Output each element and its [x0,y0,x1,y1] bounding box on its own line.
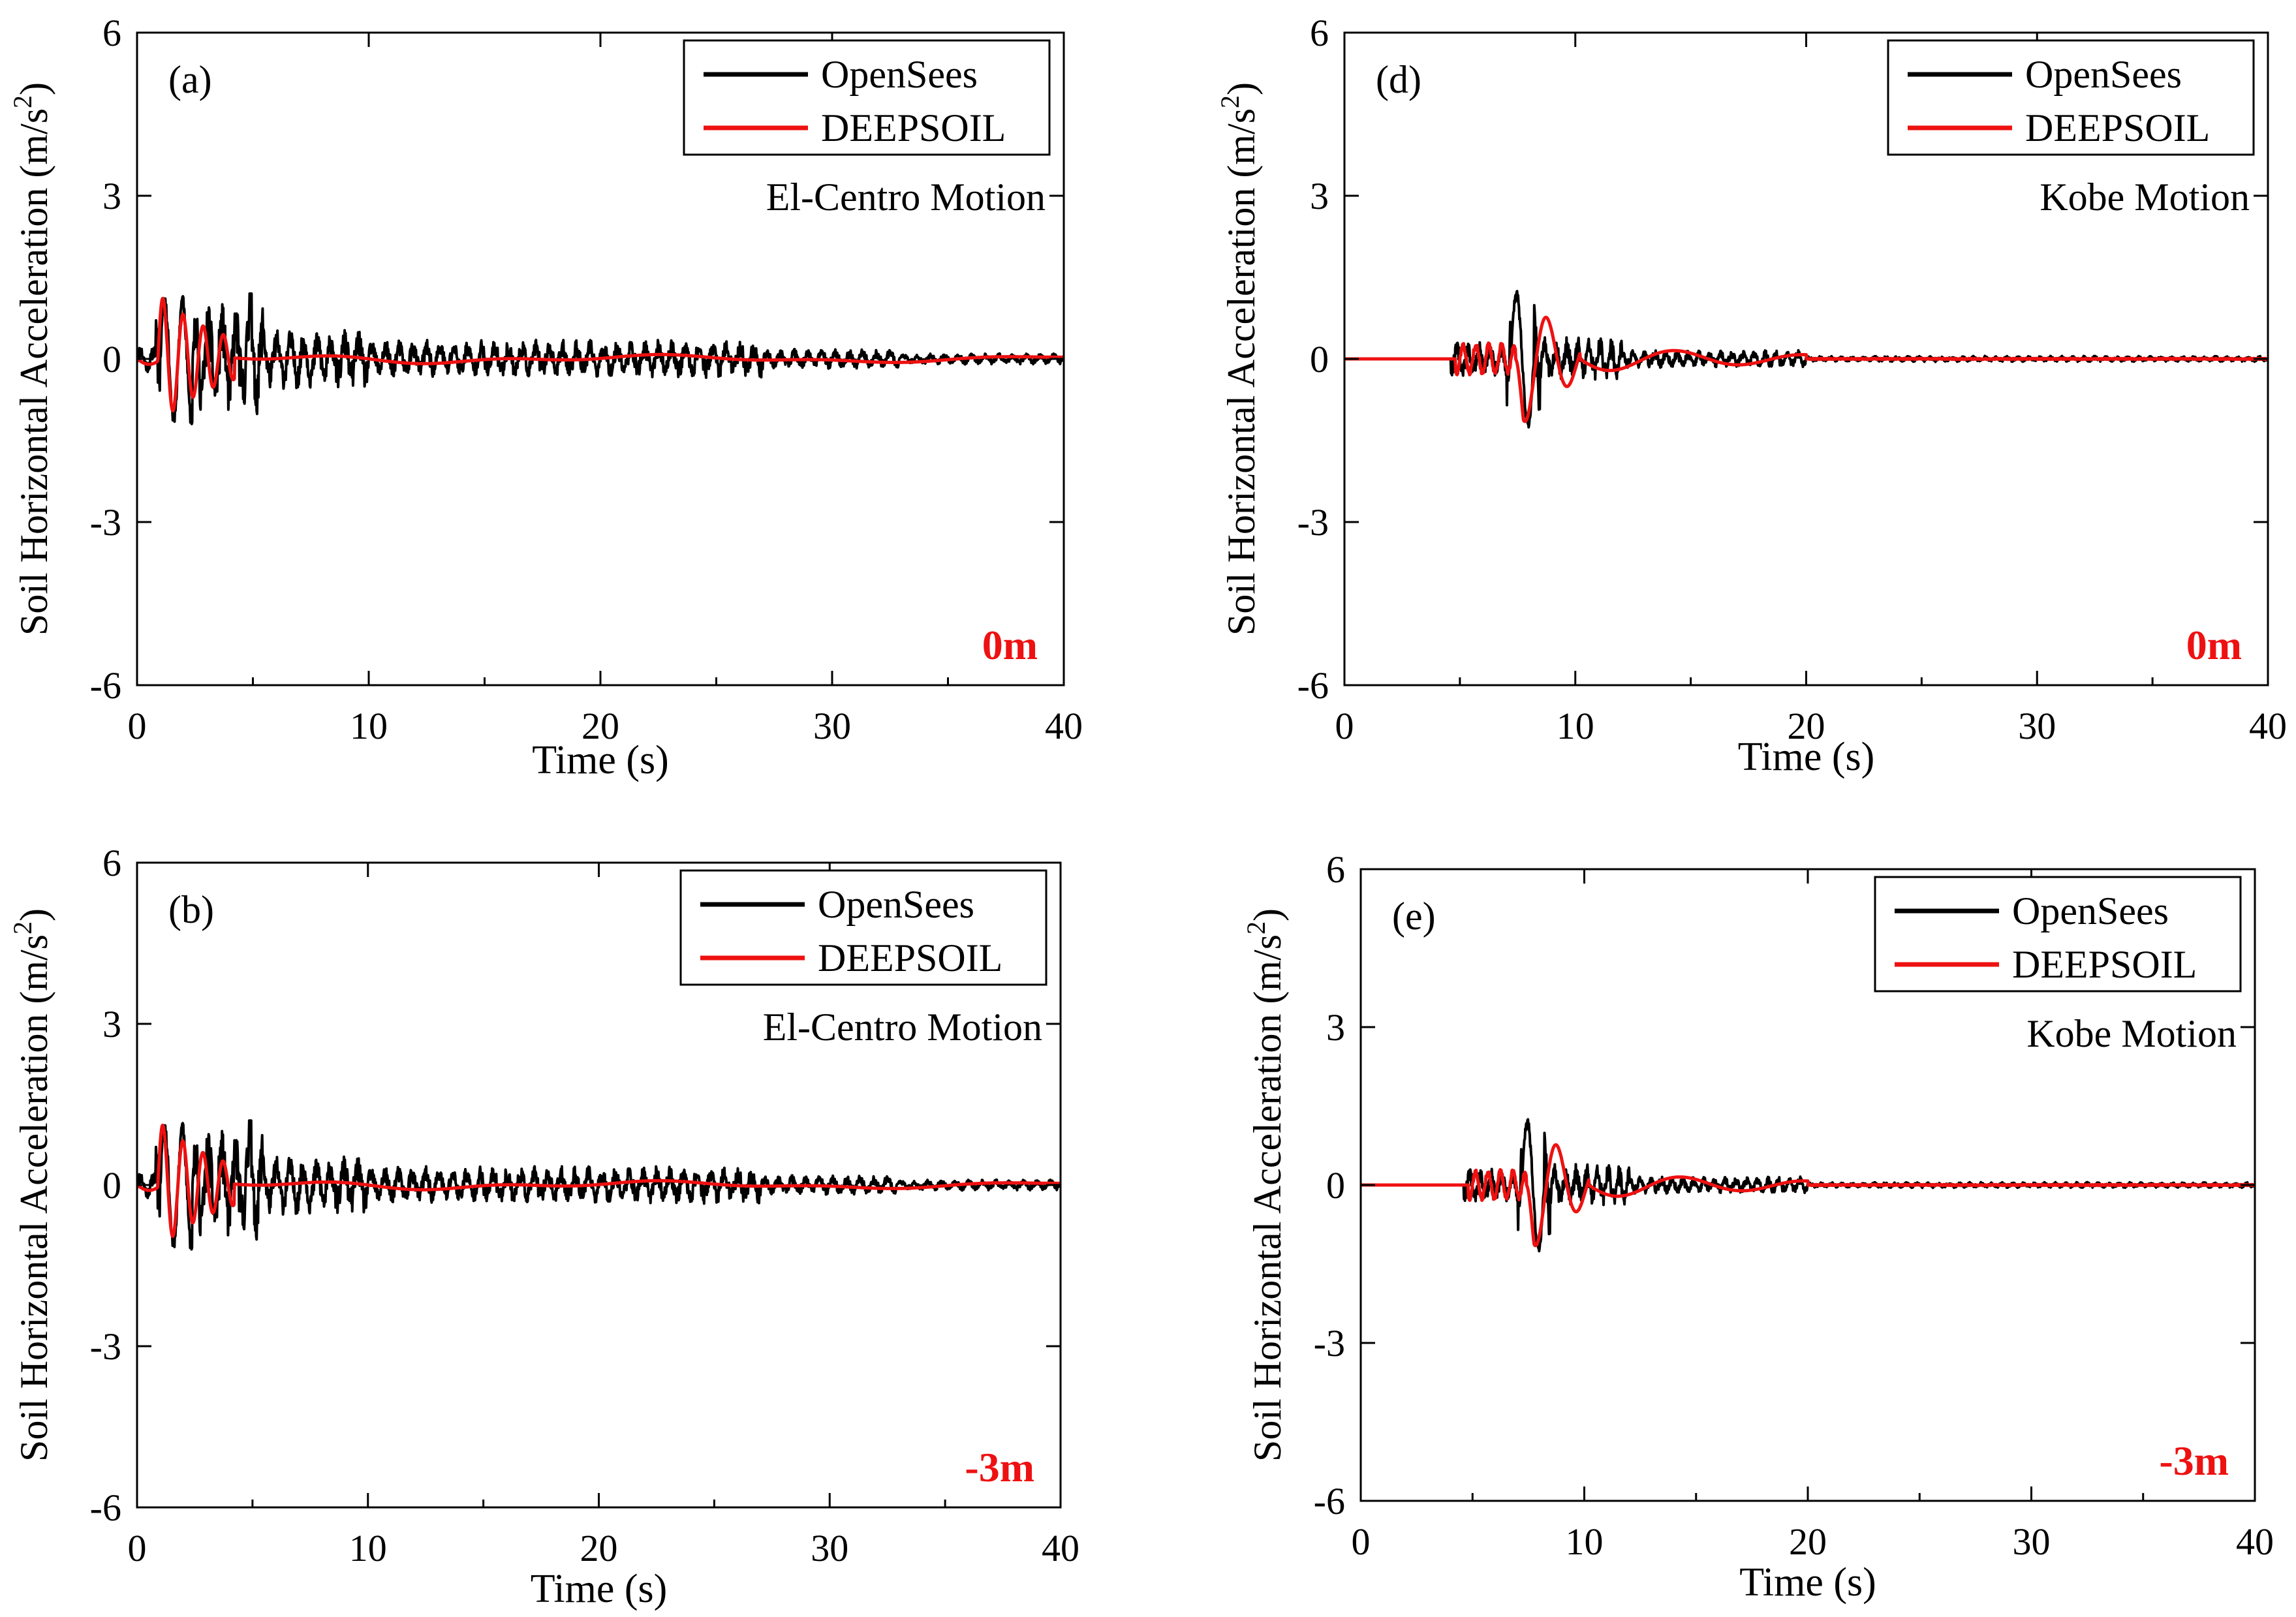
x-tick-label: 0 [1335,705,1354,747]
y-tick-label: -6 [1314,1480,1345,1522]
x-axis-label: Time (s) [531,1567,668,1611]
panel-label: (d) [1376,58,1421,101]
x-axis-label: Time (s) [1739,1560,1876,1605]
y-tick-label: 0 [1310,338,1329,380]
depth-label: 0m [982,622,1038,668]
x-tick-label: 40 [1042,1527,1079,1569]
legend-label-opensees: OpenSees [821,53,978,96]
x-axis-label: Time (s) [1738,735,1875,779]
y-axis-label: Soil Horizontal Acceleration (m/s2) [1215,82,1263,636]
legend-label-opensees: OpenSees [818,883,974,926]
x-axis-label: Time (s) [532,738,669,782]
legend-label-opensees: OpenSees [2012,889,2169,932]
x-tick-label: 40 [2236,1520,2274,1563]
x-tick-label: 30 [2013,1520,2051,1563]
y-tick-label: -3 [90,1325,121,1368]
legend-label-deepsoil: DEEPSOIL [821,106,1006,149]
panel-label: (e) [1392,895,1436,938]
legend-box [679,869,1047,986]
x-tick-label: 20 [580,1527,618,1569]
legend-box [1874,876,2242,993]
depth-label: -3m [2159,1438,2229,1484]
legend-box [1887,39,2255,156]
legend-label-deepsoil: DEEPSOIL [2025,106,2210,149]
y-tick-label: 6 [102,12,121,54]
x-tick-label: 30 [2018,705,2056,747]
y-tick-label: -3 [1314,1322,1345,1364]
motion-label: Kobe Motion [2026,1012,2237,1055]
y-tick-label: 6 [1310,12,1329,54]
legend-label-deepsoil: DEEPSOIL [818,936,1002,979]
x-tick-label: 0 [128,1527,147,1569]
series-line-deepsoil [1344,315,2268,424]
motion-label: El-Centro Motion [763,1006,1042,1049]
y-tick-label: 3 [1310,175,1329,217]
series-line-deepsoil [137,1124,1061,1239]
y-tick-label: -6 [90,1486,121,1529]
x-tick-label: 10 [349,1527,387,1569]
y-axis-label: Soil Horizontal Acceleration (m/s2) [8,82,55,636]
depth-label: -3m [965,1444,1034,1490]
x-tick-label: 20 [1788,705,1825,747]
x-tick-label: 20 [582,705,619,747]
legend-label-opensees: OpenSees [2025,53,2182,96]
motion-label: Kobe Motion [2040,176,2250,219]
y-tick-label: 3 [1326,1006,1345,1049]
legend-label-deepsoil: DEEPSOIL [2012,943,2197,986]
y-axis-label: Soil Horizontal Acceleration (m/s2) [1241,908,1289,1462]
y-axis-label: Soil Horizontal Acceleration (m/s2) [8,908,55,1462]
y-tick-label: 3 [102,1003,121,1045]
x-tick-label: 20 [1789,1520,1827,1563]
panel-label: (a) [168,58,212,101]
x-tick-label: 0 [1352,1520,1371,1563]
y-tick-label: 0 [102,1164,121,1207]
y-tick-label: 6 [102,842,121,884]
series-line-deepsoil [137,296,1064,413]
panel-label: (b) [168,888,214,931]
y-tick-label: -3 [1297,501,1329,544]
x-tick-label: 30 [811,1527,848,1569]
y-tick-label: 3 [102,175,121,217]
y-tick-label: -3 [90,501,121,544]
depth-label: 0m [2186,622,2242,668]
x-tick-label: 10 [350,705,388,747]
x-tick-label: 40 [2249,705,2287,747]
y-tick-label: 0 [1326,1164,1345,1207]
y-tick-label: -6 [90,664,121,707]
x-tick-label: 10 [1557,705,1594,747]
y-tick-label: 0 [102,338,121,380]
series-line-deepsoil [1361,1143,2255,1248]
x-tick-label: 0 [128,705,147,747]
y-tick-label: 6 [1326,848,1345,891]
x-tick-label: 40 [1045,705,1083,747]
x-tick-label: 10 [1566,1520,1604,1563]
x-tick-label: 30 [813,705,851,747]
motion-label: El-Centro Motion [766,176,1046,219]
legend-box [683,39,1051,156]
y-tick-label: -6 [1297,664,1329,707]
